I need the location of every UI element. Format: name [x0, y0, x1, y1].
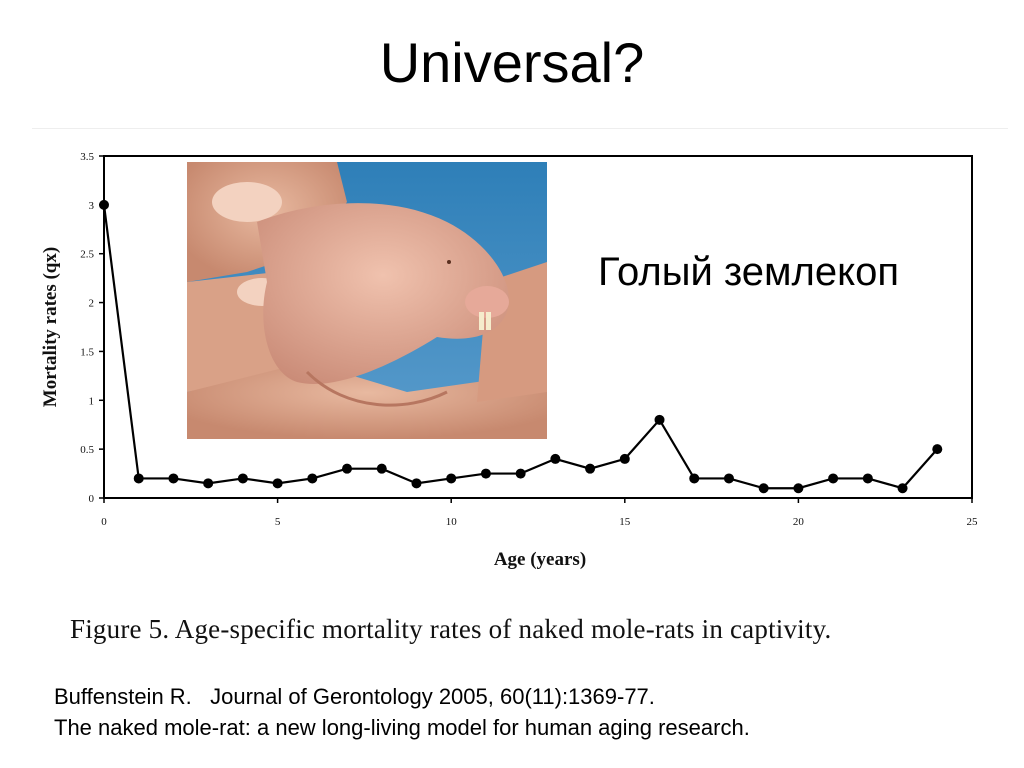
data-point — [376, 463, 387, 474]
data-point — [272, 478, 283, 489]
y-tick-label: 2.5 — [80, 249, 94, 261]
y-tick-label: 3.5 — [80, 151, 94, 163]
y-tick-label: 0 — [89, 493, 95, 505]
data-point — [932, 444, 943, 455]
data-point — [619, 453, 630, 464]
chart-ticks: 0 5 10 15 20 25 0 0.5 1 1.5 2 2.5 3 3.5 — [80, 151, 978, 528]
data-point — [203, 478, 214, 489]
data-point — [897, 483, 908, 494]
y-tick-label: 3 — [89, 200, 95, 212]
reference-citation: Buffenstein R. Journal of Gerontology 20… — [54, 684, 655, 709]
chart-axes — [103, 155, 973, 499]
data-point — [168, 473, 179, 484]
data-point — [307, 473, 318, 484]
y-tick-label: 2 — [89, 298, 95, 310]
x-tick-label: 20 — [793, 516, 805, 528]
data-point — [828, 473, 839, 484]
chart-series — [99, 199, 943, 494]
data-point — [237, 473, 248, 484]
data-point — [654, 414, 665, 425]
x-tick-label: 15 — [619, 516, 631, 528]
data-point — [515, 468, 526, 479]
data-point — [480, 468, 491, 479]
x-axis-label: Age (years) — [494, 549, 586, 570]
data-point — [446, 473, 457, 484]
data-point — [723, 473, 734, 484]
slide-title: Universal? — [379, 31, 645, 94]
y-tick-label: 1 — [89, 395, 95, 407]
x-tick-label: 10 — [446, 516, 458, 528]
data-point — [133, 473, 144, 484]
data-point — [99, 199, 109, 210]
species-annotation: Голый землекоп — [598, 250, 899, 294]
data-point — [793, 483, 804, 494]
data-point — [758, 483, 769, 494]
y-tick-label: 0.5 — [80, 444, 94, 456]
data-point — [550, 453, 561, 464]
x-tick-label: 5 — [275, 516, 281, 528]
x-tick-label: 25 — [967, 516, 979, 528]
data-point — [862, 473, 873, 484]
data-point — [411, 478, 422, 489]
reference-title: The naked mole-rat: a new long-living mo… — [54, 715, 750, 740]
data-point — [689, 473, 700, 484]
naked-mole-rat-photo — [187, 162, 547, 439]
x-tick-label: 0 — [101, 516, 107, 528]
y-tick-label: 1.5 — [80, 346, 94, 358]
y-axis-label: Mortality rates (qx) — [40, 247, 61, 407]
figure-caption: Figure 5. Age-specific mortality rates o… — [70, 614, 832, 644]
data-point — [585, 463, 596, 474]
data-point — [342, 463, 353, 474]
plot-frame — [103, 155, 973, 499]
